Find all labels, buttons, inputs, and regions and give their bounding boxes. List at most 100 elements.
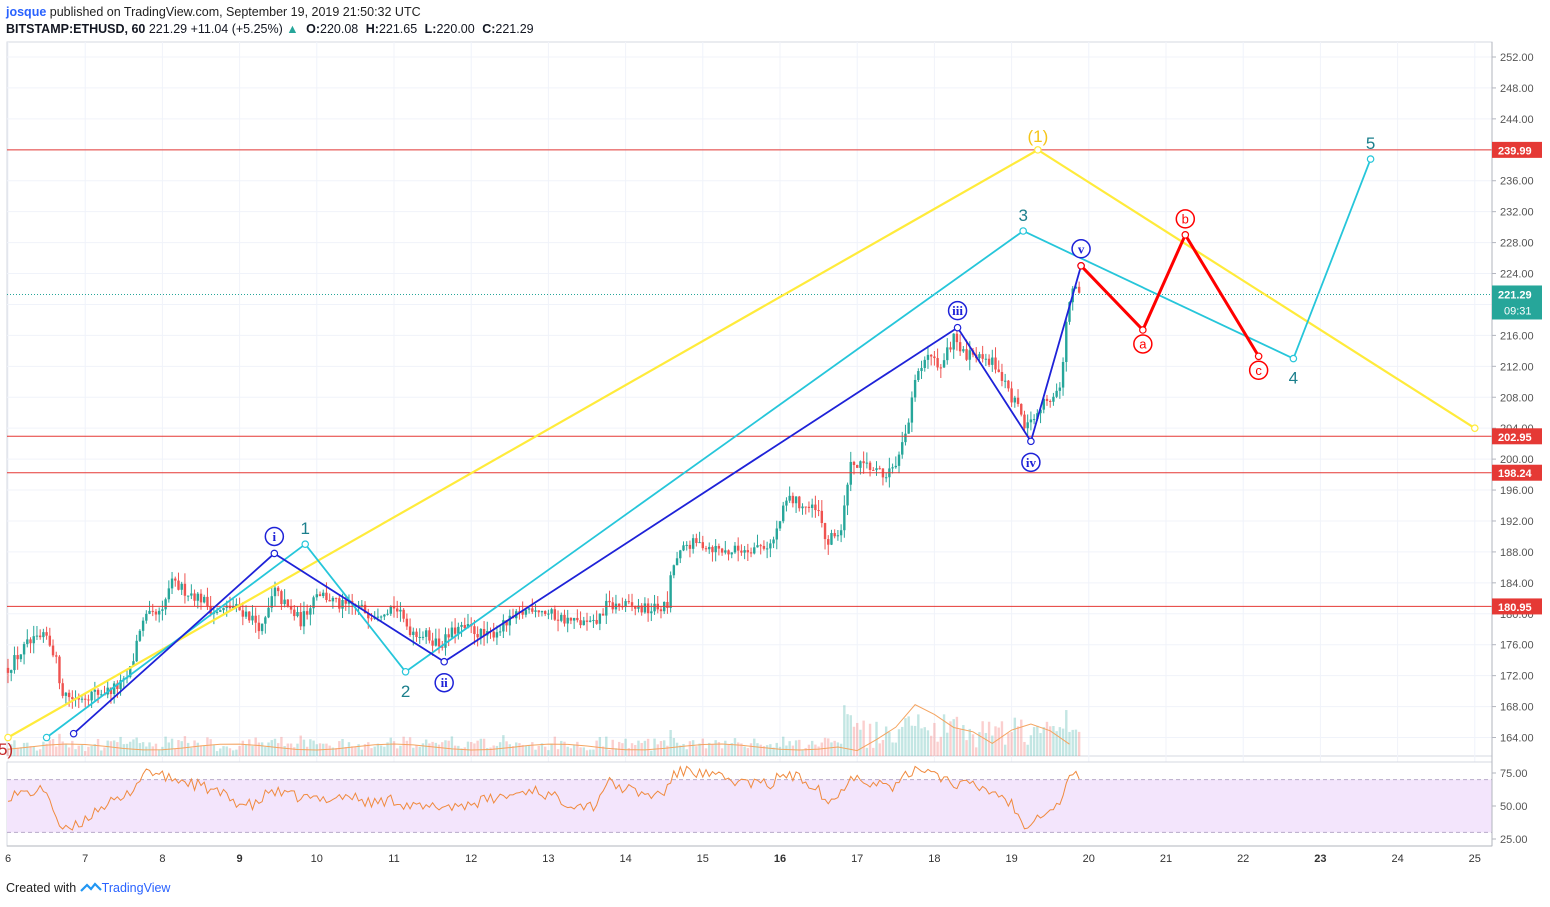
volume-bar <box>579 747 582 756</box>
candle-body <box>1058 387 1062 391</box>
volume-bar <box>981 721 984 756</box>
candle-body <box>637 605 640 609</box>
candle-body <box>367 612 370 619</box>
candle-body <box>759 545 762 547</box>
candle-body <box>318 594 322 596</box>
last-price: 221.29 <box>148 22 188 36</box>
candle-body <box>646 603 650 614</box>
volume-bar <box>267 742 270 756</box>
candle-body <box>305 611 309 615</box>
candle-body <box>328 599 331 602</box>
candle-body <box>868 462 872 470</box>
candle-body <box>177 580 180 590</box>
candle-body <box>846 484 849 506</box>
candle-body <box>248 611 251 621</box>
time-axis: 6 7 8 9 10 11 12 13 14 15 16 17 18 19 20 21 22 23 24 25 <box>5 845 1492 865</box>
volume-bar <box>244 744 248 756</box>
candle-body <box>154 611 158 615</box>
volume-bar <box>589 749 592 756</box>
candle-body <box>978 354 981 359</box>
candle-body <box>408 626 412 635</box>
wave-point <box>1034 146 1042 154</box>
volume-bar <box>270 740 273 756</box>
candle-body <box>849 461 852 485</box>
candle-body <box>917 371 920 380</box>
candle-body <box>585 620 589 622</box>
volume-bar <box>412 747 415 756</box>
candle-body <box>965 349 968 360</box>
volume-bar <box>228 748 232 756</box>
wave-label-2: 2 <box>401 682 410 701</box>
volume-bar <box>495 745 499 756</box>
volume-bar <box>424 739 428 756</box>
candle-body <box>878 468 881 470</box>
level-label-bg <box>1492 598 1542 615</box>
volume-bar <box>6 748 10 756</box>
volume-bar <box>457 745 460 756</box>
volume-bar <box>48 740 52 756</box>
candle-body <box>482 628 486 636</box>
candle-body <box>145 613 148 621</box>
tradingview-brand[interactable]: TradingView <box>101 881 171 895</box>
candle-body <box>962 349 965 352</box>
candle-body <box>476 634 479 638</box>
candle-body <box>830 533 833 545</box>
volume-bar <box>498 742 502 756</box>
publish-line: josque published on TradingView.com, Sep… <box>6 5 421 19</box>
volume-bar <box>251 745 254 756</box>
candle-body <box>746 550 750 553</box>
candle-body <box>1013 397 1017 403</box>
candle-body <box>695 538 698 544</box>
candle-body <box>241 610 245 617</box>
candle-body <box>955 333 959 343</box>
volume-bar <box>100 750 103 756</box>
candle-body <box>823 523 827 540</box>
candle-body <box>199 593 203 603</box>
candle-body <box>952 333 955 350</box>
volume-bar <box>215 751 219 756</box>
candle-body <box>19 654 23 660</box>
candle-body <box>817 510 820 512</box>
volume-bar <box>765 745 769 756</box>
candle-body <box>791 495 795 504</box>
volume-bar <box>756 743 759 756</box>
volume-bar <box>347 742 351 756</box>
y-tick-label: 200.00 <box>1500 454 1534 466</box>
volume-bar <box>141 742 145 756</box>
candle-body <box>6 667 10 673</box>
author-name[interactable]: josque <box>6 5 47 19</box>
volume-bar <box>396 748 399 756</box>
candle-body <box>431 640 434 646</box>
volume-bar <box>920 728 923 756</box>
close-value: 221.29 <box>495 22 534 36</box>
volume-bar <box>421 743 425 756</box>
volume-bar <box>608 749 611 756</box>
candle-body <box>203 596 206 603</box>
candle-body <box>872 469 875 471</box>
volume-bar <box>894 742 897 756</box>
wave-label-iii: iii <box>952 303 963 318</box>
candle-body <box>238 603 241 611</box>
candle-body <box>910 397 914 423</box>
volume-bar <box>884 726 888 756</box>
volume-bars <box>6 704 1081 756</box>
volume-bar <box>759 744 762 756</box>
candle-body <box>958 342 962 352</box>
candle-body <box>550 609 553 614</box>
candle-body <box>341 600 344 609</box>
volume-bar <box>827 738 830 756</box>
volume-bar <box>614 748 618 756</box>
volume-bar <box>55 746 58 756</box>
wave-point <box>1077 261 1085 270</box>
volume-bar <box>190 747 193 756</box>
volume-bar <box>96 738 100 756</box>
volume-bar <box>572 744 576 756</box>
volume-bar <box>872 747 875 756</box>
level-label: 202.95 <box>1498 432 1532 444</box>
candle-body <box>322 592 325 596</box>
y-tick-label: 212.00 <box>1500 361 1534 373</box>
candle-body <box>929 354 933 357</box>
wave-label-circle <box>1021 452 1041 473</box>
